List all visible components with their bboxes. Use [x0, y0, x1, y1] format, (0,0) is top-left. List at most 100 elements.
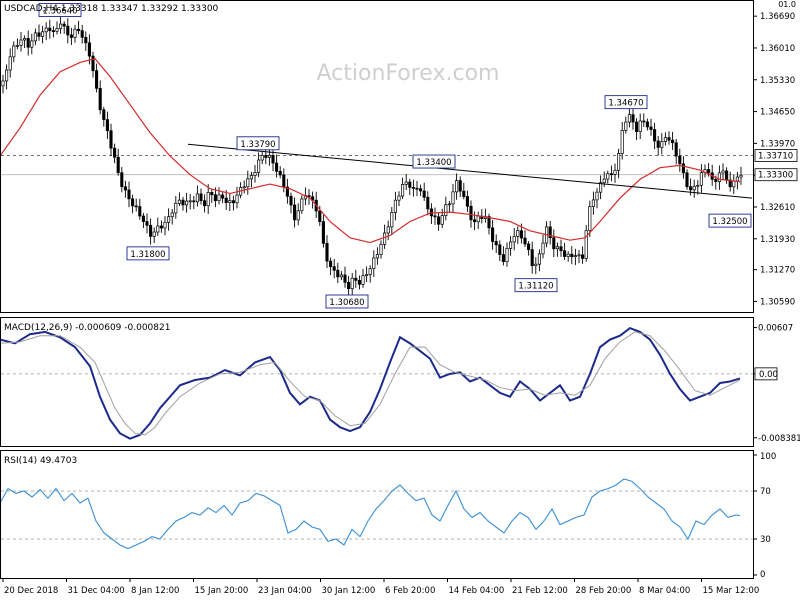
price-candle	[192, 195, 196, 210]
price-candle	[537, 249, 541, 272]
price-candle	[246, 170, 250, 195]
rsi-axis-label: 0	[760, 570, 765, 580]
price-candle	[631, 106, 635, 130]
price-candle	[588, 200, 592, 237]
price-candle	[12, 41, 16, 63]
price-candle	[123, 180, 127, 198]
time-axis-label: 31 Dec 04:00	[68, 586, 125, 596]
price-candle	[433, 207, 437, 226]
price-candle	[613, 163, 617, 183]
price-candle	[447, 200, 451, 212]
price-axis-label: 1.31930	[760, 235, 795, 245]
rsi-axis-label: 70	[760, 487, 771, 497]
macd-axis-label: 0.00607	[758, 324, 793, 334]
price-candle	[253, 164, 257, 183]
price-candle	[739, 166, 743, 185]
price-candle	[41, 25, 45, 44]
price-candle	[559, 239, 563, 257]
price-candle	[699, 164, 703, 193]
price-candle	[437, 212, 441, 231]
price-candle	[397, 191, 401, 207]
price-candle	[379, 240, 383, 259]
price-candle	[584, 225, 588, 262]
price-candle	[321, 215, 325, 248]
price-candle	[347, 276, 351, 297]
price-candle	[422, 182, 426, 201]
price-candle	[404, 173, 408, 190]
price-candle	[393, 191, 397, 221]
price-candle	[375, 247, 379, 265]
price-candle	[570, 246, 574, 265]
svg-text:1.33300: 1.33300	[758, 171, 793, 181]
price-candle	[177, 192, 181, 207]
svg-text:1.30680: 1.30680	[329, 298, 364, 308]
price-axis-label: 1.31270	[760, 266, 795, 276]
price-candle	[30, 33, 34, 55]
price-candle	[606, 170, 610, 184]
price-candle	[494, 234, 498, 253]
price-candle	[149, 218, 153, 245]
price-candle	[44, 22, 48, 41]
price-candle	[109, 123, 113, 157]
rsi-axis: 100 70 30 0	[753, 452, 776, 580]
price-candle	[721, 163, 725, 180]
time-axis-label: 14 Feb 04:00	[449, 586, 505, 596]
price-candle	[649, 118, 653, 136]
price-candle	[275, 154, 279, 178]
price-candle	[548, 220, 552, 245]
price-annotation: 1.34670	[604, 95, 648, 110]
time-axis-label: 6 Feb 20:00	[385, 586, 435, 596]
price-candle	[249, 171, 253, 188]
macd-panel-header: MACD(12,26,9) -0.000609 -0.000821	[4, 323, 170, 333]
price-candle	[365, 266, 369, 283]
price-candle	[555, 242, 559, 257]
price-candle	[257, 152, 261, 178]
price-candle	[293, 197, 297, 228]
price-candle	[372, 250, 376, 277]
time-axis-label: 23 Jan 04:00	[258, 586, 312, 596]
price-candle	[33, 28, 37, 46]
price-candle	[116, 148, 120, 176]
price-candle	[566, 251, 570, 262]
price-candle	[501, 246, 505, 266]
price-candle	[354, 269, 358, 288]
price-candle	[498, 240, 502, 262]
price-candle	[163, 216, 167, 236]
price-candle	[645, 118, 649, 131]
price-candle	[26, 30, 30, 56]
price-candle	[98, 80, 102, 115]
price-candle	[599, 175, 603, 200]
price-candle	[368, 265, 372, 283]
price-candle	[415, 180, 419, 197]
price-candle	[530, 241, 534, 274]
price-candle	[141, 212, 145, 229]
price-candle	[228, 194, 232, 211]
time-axis-label: 21 Feb 12:00	[512, 586, 568, 596]
price-candle	[217, 187, 221, 205]
price-candle	[527, 241, 531, 256]
price-candle	[231, 195, 235, 211]
price-candle	[95, 63, 99, 93]
price-axis-badge: 1.33300	[754, 168, 798, 182]
price-candle	[541, 234, 545, 259]
price-candle	[102, 106, 106, 127]
svg-text:1.31800: 1.31800	[130, 250, 165, 260]
price-axis-label: 1.30590	[760, 297, 795, 307]
price-axis-label: 1.34650	[760, 108, 795, 118]
price-candle	[59, 16, 63, 34]
price-candle	[213, 187, 217, 208]
price-candle	[188, 194, 192, 210]
time-axis-label: 8 Jan 12:00	[131, 586, 179, 596]
price-candle	[642, 113, 646, 128]
price-candle	[357, 275, 361, 290]
macd-zero-badge: 0.00	[754, 367, 778, 381]
macd-axis-label: -0.008381	[758, 434, 800, 444]
price-candle	[627, 108, 631, 128]
price-candle	[663, 132, 667, 146]
price-candle	[343, 266, 347, 288]
price-annotation: 1.31800	[126, 246, 170, 261]
price-candle	[462, 182, 466, 200]
price-candle	[134, 198, 138, 212]
price-annotation: 1.33400	[412, 154, 456, 169]
price-candle	[260, 151, 264, 165]
